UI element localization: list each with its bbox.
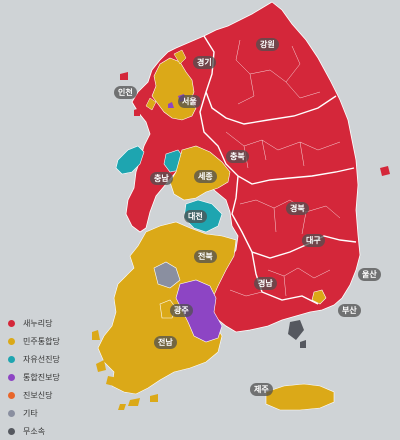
label-jeonbuk: 전북 (194, 250, 217, 263)
incheon-islands (120, 72, 140, 116)
label-gyeongbuk: 경북 (286, 202, 309, 215)
label-jeju: 제주 (250, 383, 273, 396)
label-chungbuk: 충북 (226, 150, 249, 163)
label-sejong: 세종 (194, 170, 217, 183)
party-legend: 새누리당 민주통합당 자유선진당 통합진보당 진보신당 기타 무소속 (8, 314, 60, 440)
korea-election-map (92, 1, 390, 411)
jeolla-islands (92, 330, 158, 410)
legend-item-minju: 민주통합당 (8, 332, 60, 350)
legend-label: 무소속 (23, 426, 46, 436)
legend-dot (8, 373, 15, 381)
label-jeonnam: 전남 (154, 336, 177, 349)
legend-label: 통합진보당 (23, 372, 60, 382)
gyeongnam-minju (311, 289, 327, 305)
label-gyeongnam: 경남 (254, 277, 277, 290)
legend-label: 민주통합당 (23, 336, 60, 346)
legend-label: 기타 (23, 408, 38, 418)
label-busan: 부산 (338, 304, 361, 317)
legend-item-jayu: 자유선진당 (8, 350, 60, 368)
legend-item-tonghap: 통합진보당 (8, 368, 60, 386)
label-chungnam: 충남 (150, 172, 173, 185)
legend-dot (8, 427, 15, 435)
legend-item-other: 기타 (8, 404, 60, 422)
label-incheon: 인천 (114, 86, 137, 99)
label-daejeon: 대전 (184, 210, 207, 223)
gyeonggi-minju-patch (145, 49, 187, 111)
legend-dot (8, 319, 15, 327)
legend-label: 자유선진당 (23, 354, 60, 364)
jeonbuk-independent (153, 261, 181, 289)
legend-item-saenuri: 새누리당 (8, 314, 60, 332)
province-borders (199, 35, 357, 305)
legend-label: 진보신당 (23, 390, 53, 400)
legend-dot (8, 337, 15, 345)
label-daegu: 대구 (302, 234, 325, 247)
label-ulsan: 울산 (358, 268, 381, 281)
label-seoul: 서울 (178, 95, 201, 108)
label-gyeonggi: 경기 (193, 56, 216, 69)
legend-dot (8, 409, 15, 417)
legend-item-independent: 무소속 (8, 422, 60, 440)
gyeongnam-islands (288, 320, 306, 348)
legend-label: 새누리당 (23, 318, 53, 328)
chungnam-jayu-west (115, 145, 145, 175)
jeju-island (265, 383, 335, 411)
legend-dot (8, 355, 15, 363)
legend-item-jinbo: 진보신당 (8, 386, 60, 404)
legend-dot (8, 391, 15, 399)
label-gwangju: 광주 (170, 304, 193, 317)
ulleung-island (380, 166, 390, 176)
label-gangwon: 강원 (256, 38, 279, 51)
